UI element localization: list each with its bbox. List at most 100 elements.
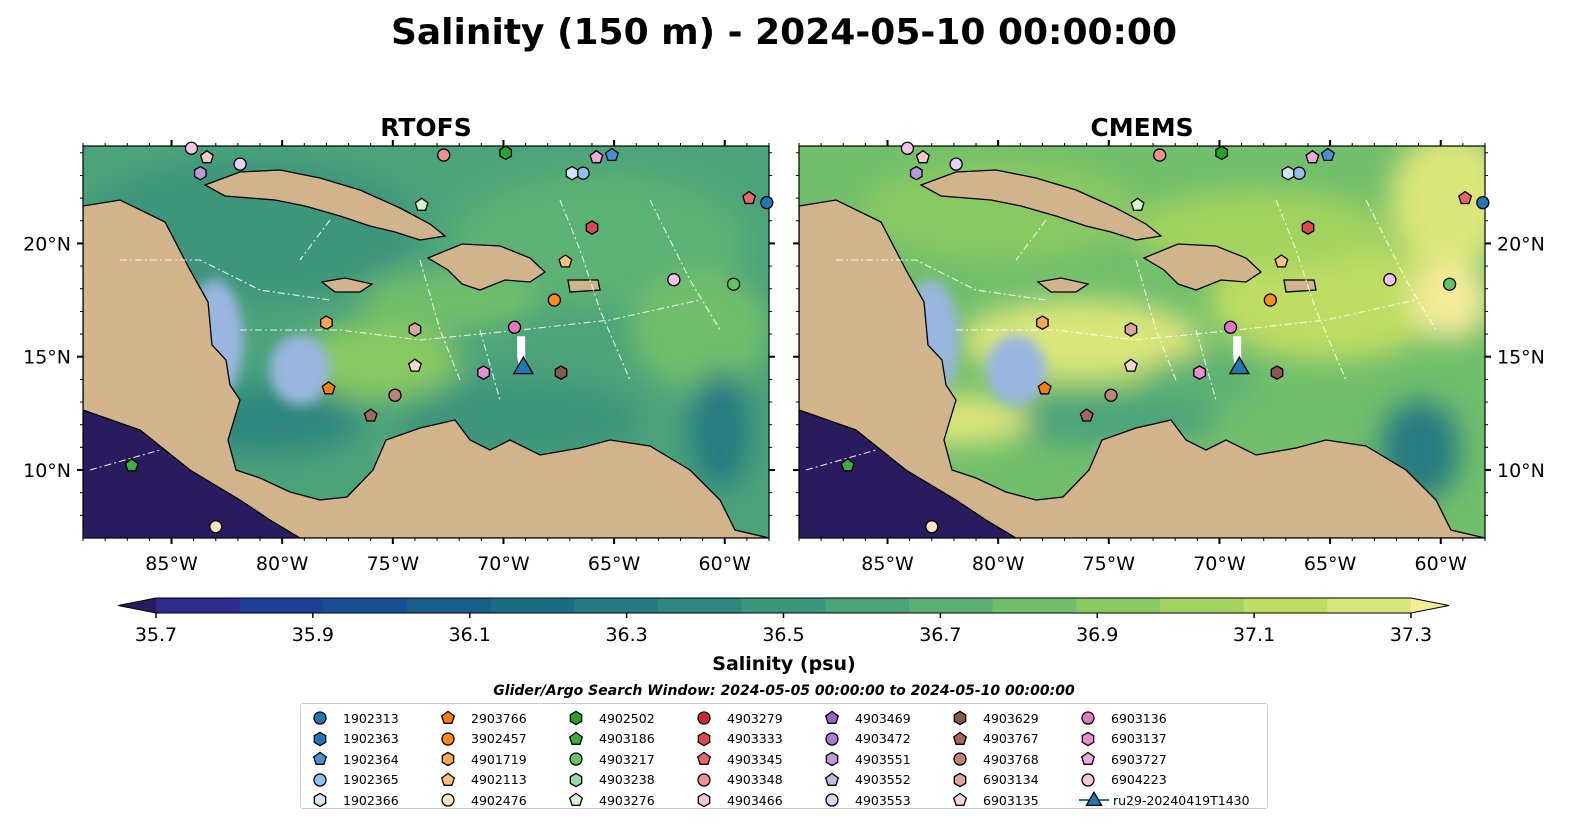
colorbar-segment bbox=[407, 598, 492, 613]
legend-label: 4903472 bbox=[855, 731, 911, 747]
legend-label: 4903552 bbox=[855, 772, 911, 788]
legend-marker bbox=[1081, 731, 1095, 746]
land-hispaniola bbox=[1142, 243, 1263, 291]
legend-marker bbox=[824, 710, 840, 724]
legend-symbol bbox=[825, 751, 839, 767]
legend-marker bbox=[953, 772, 967, 788]
legend-label: 6903134 bbox=[983, 772, 1039, 788]
legend-label: 4903348 bbox=[727, 772, 783, 788]
float-marker-1902364 bbox=[604, 147, 619, 162]
pacific-deep bbox=[799, 410, 1046, 538]
float-marker-6903134 bbox=[408, 322, 422, 337]
legend: 1902313 1902363 1902364 1902365 1902366 29037… bbox=[300, 703, 1268, 809]
float-markers bbox=[124, 141, 1490, 534]
figure-title: Salinity (150 m) - 2024-05-10 00:00:00 bbox=[391, 12, 1177, 53]
legend-label: 4903466 bbox=[727, 792, 783, 808]
lon-tick-label: 60°W bbox=[699, 553, 752, 575]
legend-entry: 6903134 bbox=[951, 770, 1073, 790]
colorbar-tick-label: 36.3 bbox=[605, 624, 647, 646]
legend-entry: 3902457 bbox=[439, 729, 561, 749]
legend-entry: 6903727 bbox=[1079, 749, 1201, 769]
colorbar-tick-label: 37.1 bbox=[1233, 624, 1275, 646]
legend-entry: 2903766 bbox=[439, 708, 561, 728]
float-marker-4903217 bbox=[1442, 277, 1457, 291]
legend-marker bbox=[696, 751, 712, 766]
legend-label: 6903727 bbox=[1111, 751, 1167, 767]
lon-tick-label: 65°W bbox=[588, 553, 641, 575]
legend-marker bbox=[569, 710, 583, 726]
legend-marker bbox=[568, 731, 584, 745]
legend-symbol bbox=[697, 711, 711, 725]
legend-entry: 1902363 bbox=[311, 729, 433, 749]
float-marker-4903276 bbox=[1130, 197, 1145, 211]
legend-label: 6903135 bbox=[983, 792, 1039, 808]
legend-label: 4902113 bbox=[471, 772, 527, 788]
float-marker-1902365 bbox=[1292, 166, 1306, 180]
colorbar-segment bbox=[323, 598, 408, 613]
float-marker bbox=[193, 165, 207, 181]
float-marker-1902366 bbox=[565, 165, 579, 181]
legend-entry: 4902476 bbox=[439, 790, 561, 810]
lon-tick-label: 70°W bbox=[1193, 553, 1246, 575]
legend-symbol bbox=[1081, 731, 1095, 746]
float-marker-2903766 bbox=[1037, 381, 1052, 395]
glider-marker bbox=[1228, 355, 1251, 375]
land-puerto-rico bbox=[567, 279, 601, 293]
legend-entry: 4903553 bbox=[823, 790, 945, 810]
legend-label: 1902313 bbox=[343, 710, 399, 726]
legend-entry: 4903552 bbox=[823, 770, 945, 790]
lon-tick-label: 75°W bbox=[367, 553, 420, 575]
white-eez-boundaries bbox=[89, 199, 721, 471]
float-marker-6904223 bbox=[1383, 273, 1397, 287]
float-marker-4903348 bbox=[1153, 148, 1167, 162]
land-puerto-rico bbox=[1283, 279, 1317, 293]
legend-entry: 4903276 bbox=[567, 790, 689, 810]
float-marker bbox=[184, 141, 199, 155]
legend-label: 2903766 bbox=[471, 710, 527, 726]
panel-title-rtofs: RTOFS bbox=[380, 113, 472, 142]
colorbar-segment bbox=[1076, 598, 1161, 613]
legend-label: 4901719 bbox=[471, 751, 527, 767]
colorbar-tick-label: 37.3 bbox=[1390, 624, 1432, 646]
legend-marker bbox=[569, 772, 583, 788]
legend-marker bbox=[825, 751, 839, 767]
legend-symbol bbox=[568, 731, 584, 745]
lon-tick-label: 80°W bbox=[256, 553, 309, 575]
legend-symbol bbox=[440, 710, 456, 724]
legend-label: 4903238 bbox=[599, 772, 655, 788]
legend-marker bbox=[568, 792, 584, 807]
legend-marker bbox=[825, 793, 839, 808]
legend-marker bbox=[313, 773, 327, 787]
legend-symbol bbox=[441, 731, 455, 746]
lon-tick-label: 80°W bbox=[972, 553, 1025, 575]
lat-tick-label: 20°N bbox=[1497, 233, 1545, 255]
legend-symbol bbox=[569, 752, 583, 766]
lon-tick-label: 60°W bbox=[1415, 553, 1468, 575]
float-marker-4903186 bbox=[840, 458, 855, 472]
float-marker-4903629 bbox=[554, 365, 568, 380]
legend-entry: 4903186 bbox=[567, 729, 689, 749]
legend-label: 4903629 bbox=[983, 710, 1039, 726]
legend-label: 4903768 bbox=[983, 751, 1039, 767]
legend-entry: ru29-20240419T1430 bbox=[1079, 790, 1250, 810]
panel-title-cmems: CMEMS bbox=[1090, 113, 1193, 142]
float-marker-4903217 bbox=[726, 277, 741, 291]
legend-symbol bbox=[953, 752, 967, 766]
colorbar-tick-label: 36.7 bbox=[919, 624, 961, 646]
colorbar-tick-label: 36.5 bbox=[762, 624, 804, 646]
legend-symbol bbox=[825, 731, 839, 746]
legend-marker bbox=[697, 773, 711, 787]
legend-entry: 4903767 bbox=[951, 729, 1073, 749]
float-marker-4903553 bbox=[233, 157, 247, 171]
legend-label: 4903469 bbox=[855, 710, 911, 726]
legend-glider-triangle bbox=[1085, 791, 1103, 807]
legend-entry: 1902364 bbox=[311, 749, 433, 769]
land-hispaniola bbox=[426, 243, 547, 291]
legend-entry: 4903472 bbox=[823, 729, 945, 749]
legend-glider-symbol bbox=[1079, 791, 1109, 807]
frame-rtofs bbox=[82, 145, 770, 539]
legend-marker bbox=[953, 752, 967, 766]
legend-symbol bbox=[696, 751, 712, 766]
float-marker-4903333 bbox=[1301, 220, 1315, 235]
legend-entry: 1902366 bbox=[311, 790, 433, 810]
